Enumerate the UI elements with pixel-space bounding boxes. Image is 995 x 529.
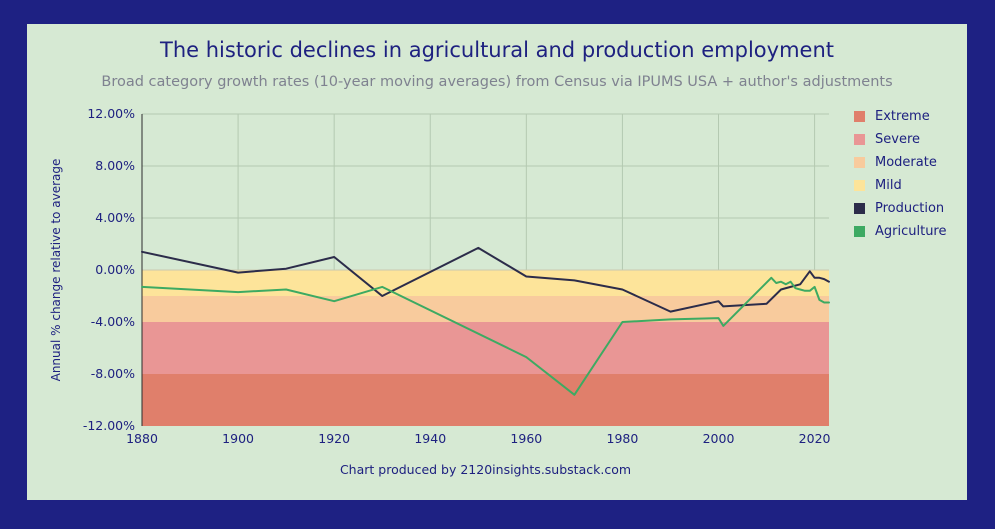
legend-swatch xyxy=(854,157,865,168)
series-line-agriculture xyxy=(141,276,830,396)
legend-item-extreme[interactable]: Extreme xyxy=(854,105,947,128)
x-tick-label: 1880 xyxy=(126,431,158,446)
x-tick-label: 1960 xyxy=(510,431,542,446)
chart-subtitle: Broad category growth rates (10-year mov… xyxy=(101,74,893,90)
x-tick-label: 1980 xyxy=(607,431,639,446)
x-tick-label: 2000 xyxy=(703,431,735,446)
legend-item-production[interactable]: Production xyxy=(854,197,947,220)
legend-swatch xyxy=(854,134,865,145)
x-tick-label: 1940 xyxy=(414,431,446,446)
y-axis-label: Annual % change relative to average xyxy=(49,159,63,382)
legend-item-moderate[interactable]: Moderate xyxy=(854,151,947,174)
chart-footer: Chart produced by 2120insights.substack.… xyxy=(339,462,632,477)
legend-item-agriculture[interactable]: Agriculture xyxy=(854,220,947,243)
legend-swatch xyxy=(854,180,865,191)
legend-swatch xyxy=(854,226,865,237)
band-severe xyxy=(142,322,829,374)
legend-label: Mild xyxy=(875,178,902,193)
series-line-production xyxy=(141,246,830,313)
y-tick-label: -4.00% xyxy=(91,314,135,329)
legend-label: Production xyxy=(875,201,945,216)
y-tick-label: 4.00% xyxy=(95,210,135,225)
chart-panel: The historic declines in agricultural an… xyxy=(27,24,967,500)
x-tick-label: 1920 xyxy=(318,431,350,446)
x-tick-label: 2020 xyxy=(799,431,831,446)
legend-item-mild[interactable]: Mild xyxy=(854,174,947,197)
y-tick-label: -12.00% xyxy=(83,418,135,433)
legend: Extreme Severe Moderate Mild Production Agric… xyxy=(854,105,947,243)
chart-svg: 12.00% 8.00% 4.00% 0.00% -4.00% -8.00% -12.00%… xyxy=(49,106,831,446)
y-tick-label: -8.00% xyxy=(91,366,135,381)
legend-swatch xyxy=(854,111,865,122)
legend-label: Severe xyxy=(875,132,920,147)
legend-label: Extreme xyxy=(875,109,930,124)
y-tick-label: 12.00% xyxy=(87,106,135,121)
y-tick-label: 0.00% xyxy=(95,262,135,277)
x-tick-label: 1900 xyxy=(222,431,254,446)
band-extreme xyxy=(142,374,829,426)
legend-label: Moderate xyxy=(875,155,937,170)
chart-title: The historic declines in agricultural an… xyxy=(160,38,834,62)
legend-swatch xyxy=(854,203,865,214)
legend-item-severe[interactable]: Severe xyxy=(854,128,947,151)
band-moderate xyxy=(142,296,829,322)
y-tick-label: 8.00% xyxy=(95,158,135,173)
legend-label: Agriculture xyxy=(875,224,947,239)
